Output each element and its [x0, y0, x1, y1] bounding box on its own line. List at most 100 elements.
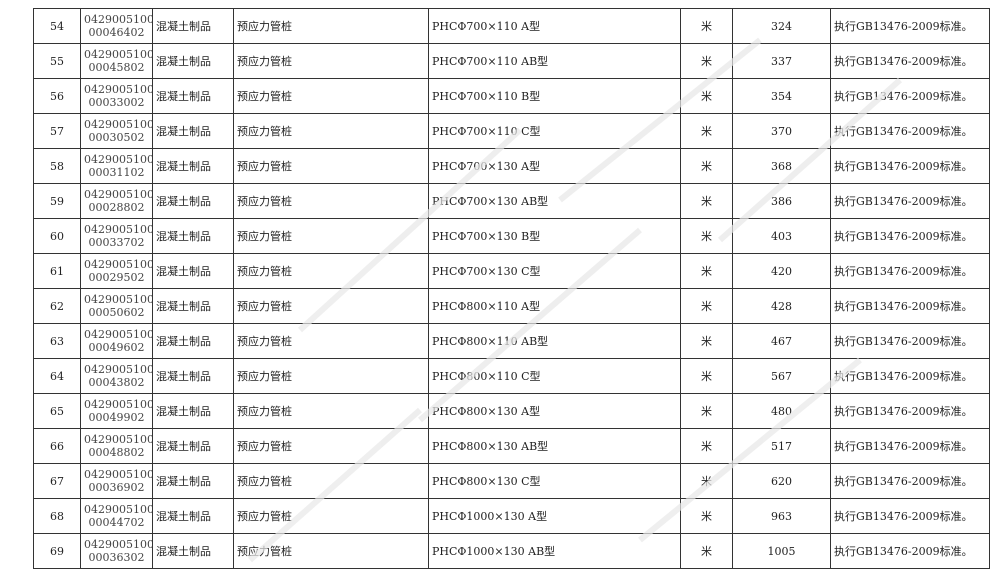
- note-cell: 执行GB13476-2009标准。: [830, 288, 990, 324]
- item-code: 0429005100000050602: [80, 288, 153, 324]
- spec-cell: PHCΦ1000×130 AB型: [428, 533, 681, 569]
- price-cell: 1005: [732, 533, 831, 569]
- item-code: 0429005100000049602: [80, 323, 153, 359]
- table-row: 690429005100000036302混凝土制品预应力管桩PHCΦ1000×…: [33, 533, 990, 569]
- row-number: 66: [33, 428, 81, 464]
- price-cell: 567: [732, 358, 831, 394]
- unit-cell: 米: [680, 428, 733, 464]
- table-row: 620429005100000050602混凝土制品预应力管桩PHCΦ800×1…: [33, 288, 990, 324]
- unit-cell: 米: [680, 358, 733, 394]
- row-number: 56: [33, 78, 81, 114]
- unit-cell: 米: [680, 498, 733, 534]
- table-row: 680429005100000044702混凝土制品预应力管桩PHCΦ1000×…: [33, 498, 990, 534]
- spec-cell: PHCΦ700×130 B型: [428, 218, 681, 254]
- unit-cell: 米: [680, 43, 733, 79]
- item-code-line: 00031102: [88, 166, 145, 179]
- category-cell: 混凝土制品: [152, 253, 234, 289]
- item-code: 0429005100000030502: [80, 113, 153, 149]
- table-row: 670429005100000036902混凝土制品预应力管桩PHCΦ800×1…: [33, 463, 990, 499]
- category-cell: 混凝土制品: [152, 323, 234, 359]
- item-code: 0429005100000046402: [80, 8, 153, 44]
- spec-cell: PHCΦ700×110 C型: [428, 113, 681, 149]
- category-cell: 混凝土制品: [152, 43, 234, 79]
- unit-cell: 米: [680, 8, 733, 44]
- price-cell: 403: [732, 218, 831, 254]
- name-cell: 预应力管桩: [233, 533, 429, 569]
- item-code-line: 00033702: [88, 236, 145, 249]
- table-row: 660429005100000048802混凝土制品预应力管桩PHCΦ800×1…: [33, 428, 990, 464]
- table-row: 640429005100000043802混凝土制品预应力管桩PHCΦ800×1…: [33, 358, 990, 394]
- spec-cell: PHCΦ700×110 A型: [428, 8, 681, 44]
- price-cell: 963: [732, 498, 831, 534]
- note-cell: 执行GB13476-2009标准。: [830, 78, 990, 114]
- item-code-line: 00030502: [88, 131, 145, 144]
- name-cell: 预应力管桩: [233, 43, 429, 79]
- unit-cell: 米: [680, 393, 733, 429]
- item-code-line: 00029502: [88, 271, 145, 284]
- spec-cell: PHCΦ800×130 C型: [428, 463, 681, 499]
- category-cell: 混凝土制品: [152, 463, 234, 499]
- item-code-line: 00028802: [88, 201, 145, 214]
- row-number: 57: [33, 113, 81, 149]
- item-code: 0429005100000033002: [80, 78, 153, 114]
- price-cell: 386: [732, 183, 831, 219]
- price-cell: 620: [732, 463, 831, 499]
- spec-cell: PHCΦ700×130 C型: [428, 253, 681, 289]
- spec-cell: PHCΦ800×110 A型: [428, 288, 681, 324]
- price-cell: 324: [732, 8, 831, 44]
- name-cell: 预应力管桩: [233, 393, 429, 429]
- price-cell: 370: [732, 113, 831, 149]
- spec-cell: PHCΦ700×130 A型: [428, 148, 681, 184]
- spec-cell: PHCΦ800×110 C型: [428, 358, 681, 394]
- note-cell: 执行GB13476-2009标准。: [830, 323, 990, 359]
- item-code-line: 00048802: [88, 446, 145, 459]
- price-cell: 480: [732, 393, 831, 429]
- row-number: 54: [33, 8, 81, 44]
- unit-cell: 米: [680, 288, 733, 324]
- name-cell: 预应力管桩: [233, 218, 429, 254]
- note-cell: 执行GB13476-2009标准。: [830, 113, 990, 149]
- price-cell: 354: [732, 78, 831, 114]
- item-code: 0429005100000049902: [80, 393, 153, 429]
- note-cell: 执行GB13476-2009标准。: [830, 148, 990, 184]
- name-cell: 预应力管桩: [233, 498, 429, 534]
- item-code-line: 00046402: [88, 26, 145, 39]
- item-code: 0429005100000033702: [80, 218, 153, 254]
- name-cell: 预应力管桩: [233, 428, 429, 464]
- item-code-line: 00049902: [88, 411, 145, 424]
- item-code: 0429005100000048802: [80, 428, 153, 464]
- name-cell: 预应力管桩: [233, 113, 429, 149]
- name-cell: 预应力管桩: [233, 253, 429, 289]
- category-cell: 混凝土制品: [152, 183, 234, 219]
- spec-cell: PHCΦ800×110 AB型: [428, 323, 681, 359]
- unit-cell: 米: [680, 113, 733, 149]
- item-code-line: 00033002: [88, 96, 145, 109]
- row-number: 58: [33, 148, 81, 184]
- table-row: 570429005100000030502混凝土制品预应力管桩PHCΦ700×1…: [33, 113, 990, 149]
- item-code: 0429005100000036902: [80, 463, 153, 499]
- item-code-line: 00049602: [88, 341, 145, 354]
- unit-cell: 米: [680, 218, 733, 254]
- price-cell: 517: [732, 428, 831, 464]
- note-cell: 执行GB13476-2009标准。: [830, 218, 990, 254]
- item-code-line: 00036902: [88, 481, 145, 494]
- price-table: 540429005100000046402混凝土制品预应力管桩PHCΦ700×1…: [33, 8, 990, 569]
- unit-cell: 米: [680, 323, 733, 359]
- item-code: 0429005100000031102: [80, 148, 153, 184]
- spec-cell: PHCΦ700×130 AB型: [428, 183, 681, 219]
- unit-cell: 米: [680, 78, 733, 114]
- name-cell: 预应力管桩: [233, 358, 429, 394]
- table-row: 560429005100000033002混凝土制品预应力管桩PHCΦ700×1…: [33, 78, 990, 114]
- item-code-line: 00050602: [88, 306, 145, 319]
- row-number: 68: [33, 498, 81, 534]
